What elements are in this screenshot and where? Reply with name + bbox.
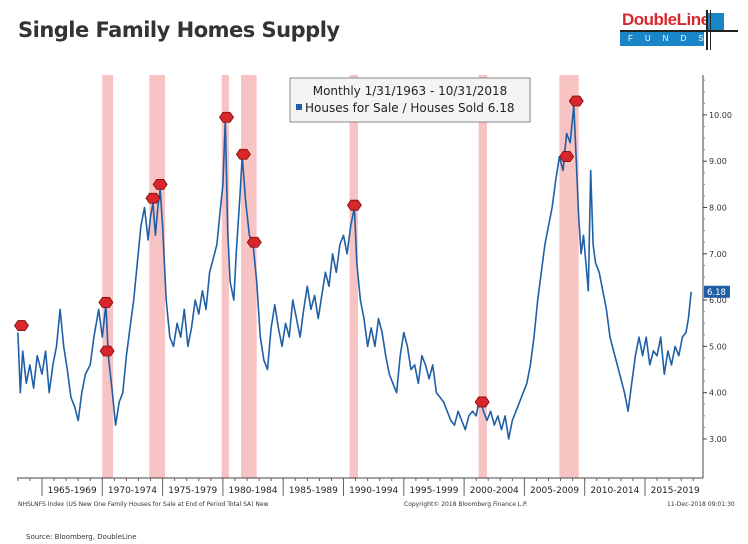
x-tick-label: 2010-2014 [590,486,639,496]
event-marker [568,95,584,107]
x-tick-label: 2015-2019 [651,486,700,496]
legend-series-label: Houses for Sale / Houses Sold 6.18 [305,101,514,115]
x-tick-label: 2005-2009 [530,486,579,496]
x-tick-label: 1990-1994 [349,486,398,496]
y-tick-label: 3.00 [709,435,727,444]
markers [14,95,584,408]
recession-bands [102,75,579,478]
logo-square [708,13,724,31]
x-tick-label: 1975-1979 [168,486,217,496]
event-marker [474,396,490,408]
event-marker [346,199,362,211]
event-marker [152,178,168,190]
logo-line [706,10,708,50]
y-tick-label: 6.00 [709,296,727,305]
footer-timestamp: 11-Dec-2018 09:01:30 [667,501,735,508]
legend: Monthly 1/31/1963 - 10/31/2018 Houses fo… [289,77,531,123]
logo-line [620,30,738,32]
event-marker [235,148,251,160]
recession-band [102,75,114,478]
x-tick-label: 1980-1984 [229,486,278,496]
recession-band [221,75,229,478]
x-tick-label: 2000-2004 [470,486,519,496]
y-tick-label: 10.00 [709,111,732,120]
recession-band [149,75,166,478]
event-marker [246,236,262,248]
y-tick-label: 5.00 [709,342,727,351]
event-marker [99,345,115,357]
logo-wordmark: DoubleLine [622,10,710,29]
last-value-label: 6.18 [707,288,726,298]
y-tick-label: 9.00 [709,157,727,166]
event-marker [145,192,161,204]
source-note: Source: Bloomberg, DoubleLine [26,533,137,541]
y-tick-label: 7.00 [709,250,727,259]
recession-band [559,75,579,478]
event-marker [14,320,29,331]
line-chart: 3.00 4.00 5.00 6.00 7.00 8.00 9.00 10.00 1965-19… [14,75,732,496]
x-tick-label: 1985-1989 [289,486,338,496]
page-title: Single Family Homes Supply [18,18,340,42]
footer-copyright: Copyright© 2018 Bloomberg Finance L.P. [404,501,528,508]
legend-swatch [296,104,302,110]
recession-band [349,75,358,478]
recession-band [240,75,257,478]
x-tick-label: 1970-1974 [108,486,157,496]
x-tick-label: 1995-1999 [409,486,458,496]
logo-line [710,10,711,50]
x-tick-label: 1965-1969 [48,486,97,496]
axes: 3.00 4.00 5.00 6.00 7.00 8.00 9.00 10.00 1965-19… [17,75,732,496]
logo-sub: FUNDS [620,32,704,46]
event-marker [219,111,235,123]
doubleline-logo: DoubleLine FUNDS [620,10,738,50]
event-marker [98,297,114,308]
event-marker [559,151,575,162]
legend-header: Monthly 1/31/1963 - 10/31/2018 [313,84,508,98]
y-tick-label: 4.00 [709,389,727,398]
y-tick-label: 8.00 [709,204,727,213]
last-value-badge [704,285,730,298]
footer-index-note: NHSLNFS Index (US New One Family Houses … [18,501,269,508]
recession-band [478,75,488,478]
